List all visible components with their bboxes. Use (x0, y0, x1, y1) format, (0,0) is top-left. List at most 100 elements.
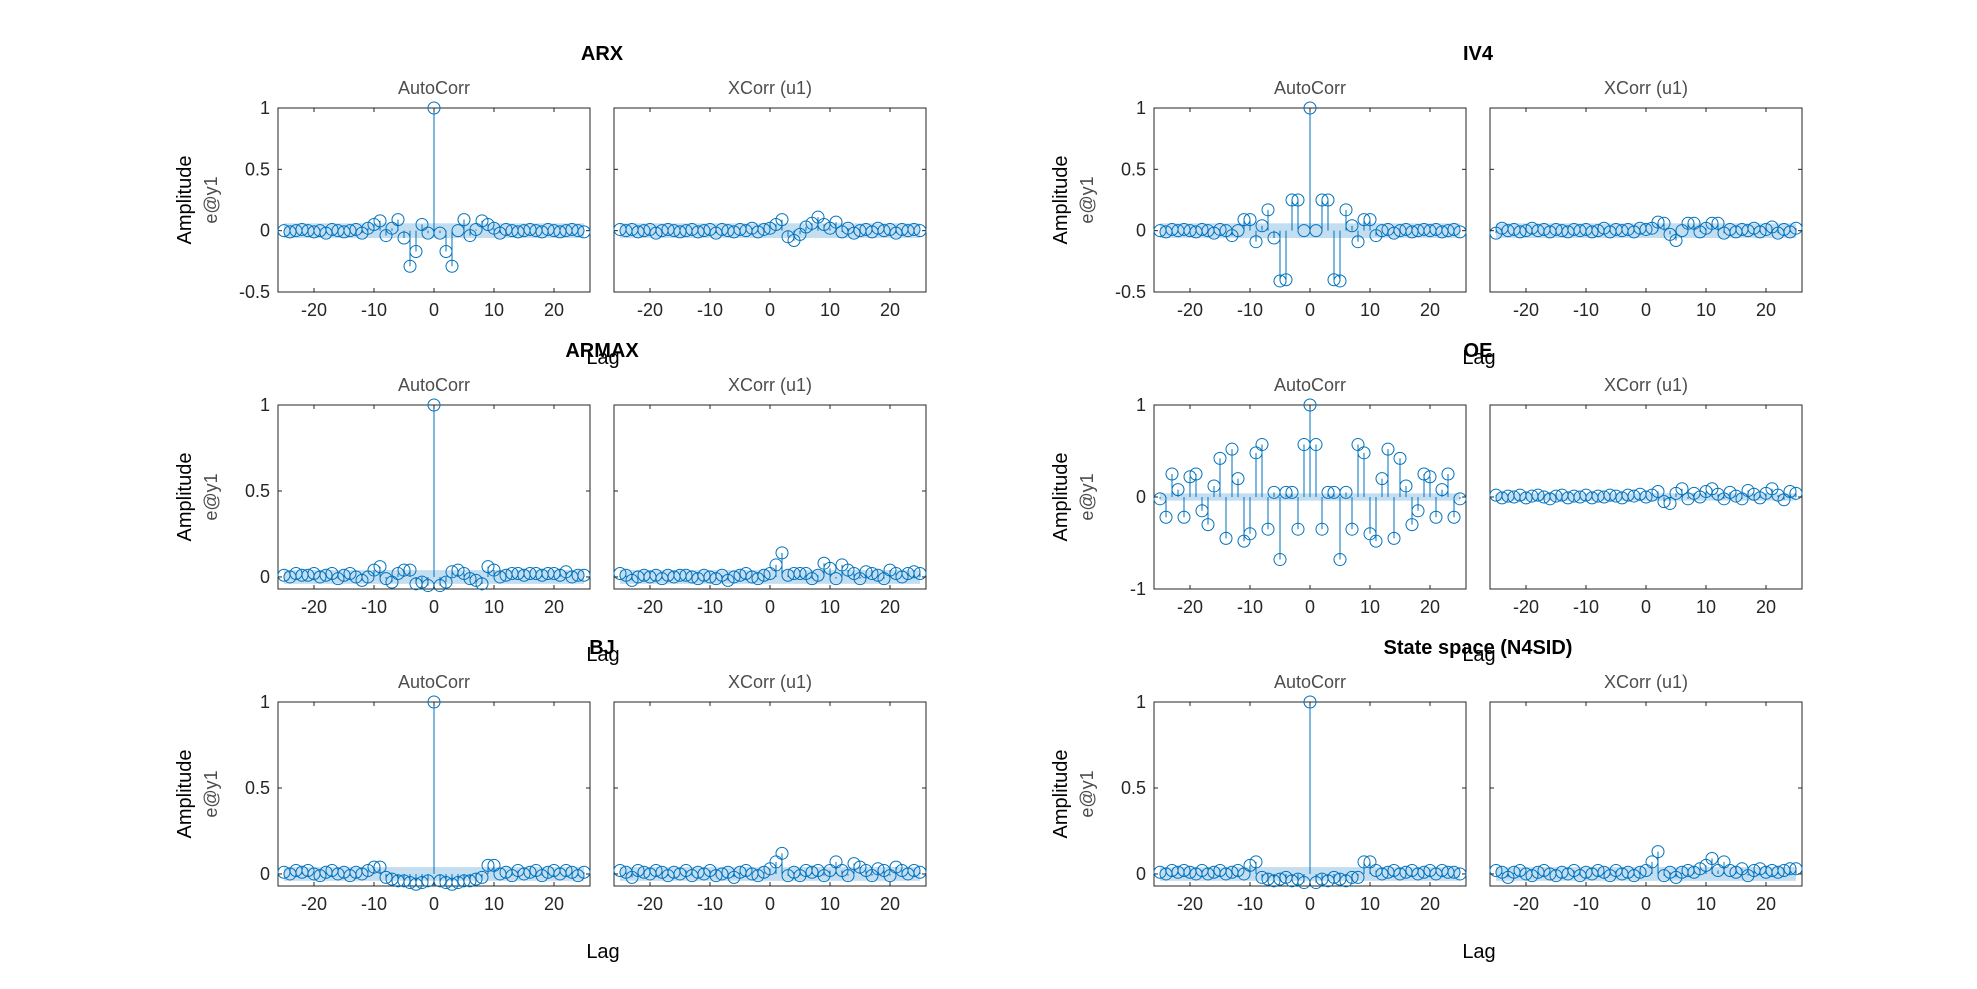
stem-marker (463, 874, 477, 888)
stem-marker (1231, 864, 1245, 878)
x-tick-label: 20 (880, 300, 900, 320)
stem-marker (373, 860, 387, 874)
stem-marker (559, 864, 573, 878)
x-tick-label: 0 (1305, 597, 1315, 617)
x-tick-label: 0 (1641, 597, 1651, 617)
x-tick-label: -10 (361, 300, 387, 320)
stem-marker (1651, 215, 1665, 229)
stem-marker (1423, 470, 1437, 484)
y-tick-label: 1 (260, 395, 270, 415)
stem-marker (1339, 485, 1353, 499)
stem-marker (1729, 489, 1743, 503)
x-tick-label: -20 (1177, 894, 1203, 914)
stem-marker (1543, 492, 1557, 506)
x-tick-label: -10 (1573, 894, 1599, 914)
stem-marker (631, 864, 645, 878)
stem-marker (1447, 865, 1461, 879)
x-tick-label: -20 (1177, 300, 1203, 320)
stem-marker (1273, 553, 1287, 567)
stem-marker (907, 565, 921, 579)
stem-marker (577, 225, 591, 239)
stem-marker (1315, 522, 1329, 536)
stem-marker (1303, 101, 1317, 115)
y-tick-label: 0 (1136, 487, 1146, 507)
stem-marker (1351, 235, 1365, 249)
stem-marker (343, 567, 357, 581)
x-axis-label: Lag (1462, 347, 1495, 369)
stem-marker (427, 101, 441, 115)
stem-marker (355, 573, 369, 587)
x-tick-label: 20 (1756, 597, 1776, 617)
x-tick-label: 10 (820, 300, 840, 320)
stem-marker (445, 877, 459, 891)
stem-marker (1261, 522, 1275, 536)
x-tick-label: 10 (484, 894, 504, 914)
stem-marker (1159, 510, 1173, 524)
stem-marker (1789, 486, 1803, 500)
stem-marker (1201, 518, 1215, 532)
stem-marker (1381, 442, 1395, 456)
stem-marker (1447, 222, 1461, 236)
x-tick-label: -20 (1177, 597, 1203, 617)
y-tick-label: 0.5 (245, 778, 270, 798)
stem-marker (775, 213, 789, 227)
stem-marker (571, 869, 585, 883)
panel-xcorr: XCorr (u1) -20 -10 0 10 20 (613, 672, 927, 914)
stem-marker (871, 862, 885, 876)
panel-subtitle: XCorr (u1) (728, 78, 812, 98)
x-tick-label: 10 (820, 894, 840, 914)
stem-marker (1417, 467, 1431, 481)
stem-marker (1783, 484, 1797, 498)
x-tick-label: 10 (1696, 300, 1716, 320)
chart-title: State space (N4SID) (1384, 637, 1573, 659)
stem-marker (1651, 845, 1665, 859)
stem-marker (1591, 864, 1605, 878)
x-tick-label: 20 (1756, 300, 1776, 320)
stem-marker (1321, 193, 1335, 207)
x-tick-label: -10 (1237, 894, 1263, 914)
panel-subtitle: AutoCorr (398, 672, 470, 692)
y-tick-label: -0.5 (239, 282, 270, 302)
x-tick-label: -10 (1237, 597, 1263, 617)
x-tick-label: -10 (697, 597, 723, 617)
panel-autocorr: AutoCorr -20 -10 0 10 20 1 0.5 0 -0.5 (239, 78, 591, 320)
stem-marker (1249, 235, 1263, 249)
plot-frame (1489, 107, 1803, 293)
stem-marker (913, 865, 927, 879)
stem-marker (1351, 870, 1365, 884)
y-tick-label: 0 (1136, 864, 1146, 884)
stem-marker (1585, 225, 1599, 239)
stem-marker (829, 572, 843, 586)
stem-marker (373, 560, 387, 574)
x-tick-label: -20 (301, 300, 327, 320)
stem-marker (1195, 222, 1209, 236)
chart-title: ARMAX (565, 340, 639, 362)
stem-marker (1513, 864, 1527, 878)
stem-marker (751, 225, 765, 239)
panel-xcorr: XCorr (u1) -20 -10 0 10 20 (1489, 78, 1803, 320)
stem-marker (721, 573, 735, 587)
stem-marker (1219, 531, 1233, 545)
x-axis-label: Lag (1462, 644, 1495, 666)
stem-marker (1363, 213, 1377, 227)
stem-marker (1357, 446, 1371, 460)
stem-marker (403, 563, 417, 577)
plot-frame (613, 107, 927, 293)
x-axis-label: Lag (1462, 941, 1495, 963)
panel-subtitle: AutoCorr (1274, 375, 1346, 395)
stem-marker (751, 572, 765, 586)
x-tick-label: 0 (1641, 894, 1651, 914)
y-axis-label: Amplitude (1050, 156, 1072, 245)
stem-marker (1213, 222, 1227, 236)
stem-marker (1279, 273, 1293, 287)
stem-marker (1789, 221, 1803, 235)
subplot-bj: BJ Amplitude e@y1 Lag AutoCorr -20 -10 0 10 20 1 0.… (174, 637, 927, 963)
x-tick-label: 20 (544, 894, 564, 914)
stem-marker (1393, 451, 1407, 465)
chart-title: ARX (581, 43, 624, 65)
x-tick-label: 20 (1420, 300, 1440, 320)
stem-marker (649, 864, 663, 878)
stem-marker (1537, 864, 1551, 878)
panel-subtitle: AutoCorr (398, 78, 470, 98)
